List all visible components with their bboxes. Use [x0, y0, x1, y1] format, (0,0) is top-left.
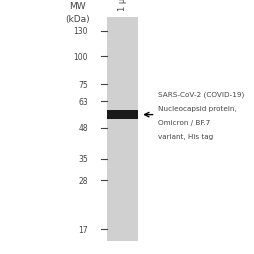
Bar [107, 110, 137, 120]
Text: 63: 63 [78, 98, 88, 106]
Text: 28: 28 [78, 176, 88, 185]
Text: 35: 35 [78, 154, 88, 164]
Text: 75: 75 [78, 81, 88, 89]
Text: Omicron / BF.7: Omicron / BF.7 [157, 119, 210, 125]
Bar [107, 18, 137, 241]
Text: 1 μg: 1 μg [117, 0, 126, 11]
Text: variant, His tag: variant, His tag [157, 133, 213, 139]
Text: (kDa): (kDa) [65, 14, 90, 23]
Text: SARS-CoV-2 (COVID-19): SARS-CoV-2 (COVID-19) [157, 91, 243, 98]
Text: 100: 100 [73, 53, 88, 62]
Text: 130: 130 [73, 27, 88, 36]
Text: MW: MW [69, 2, 86, 11]
Text: 17: 17 [78, 225, 88, 234]
Text: Nucleocapsid protein,: Nucleocapsid protein, [157, 105, 236, 111]
Text: 48: 48 [78, 124, 88, 133]
